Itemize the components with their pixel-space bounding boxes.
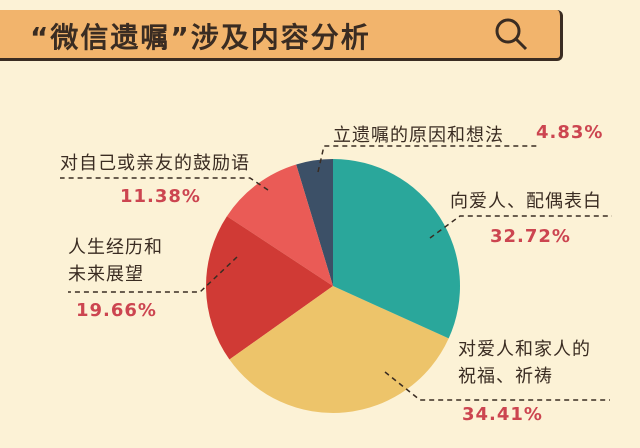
pie-slice (229, 286, 449, 414)
pie-slice (205, 216, 333, 360)
value-label: 34.41% (462, 404, 543, 425)
slice-label: 对自己或亲友的鼓励语 (60, 153, 250, 174)
pie-slice (296, 159, 333, 286)
title-banner (0, 10, 563, 61)
slice-label: 向爱人、配偶表白 (450, 191, 602, 212)
value-label: 19.66% (76, 300, 157, 321)
search-icon (495, 18, 528, 51)
value-label: 32.72% (490, 226, 571, 247)
value-label: 11.38% (120, 186, 201, 207)
pie-slice (333, 159, 460, 339)
pie-slice (226, 164, 333, 286)
value-label: 4.83% (536, 122, 604, 143)
slice-label: 人生经历和 未来展望 (68, 237, 163, 285)
slice-label: 对爱人和家人的 祝福、祈祷 (458, 339, 591, 387)
slice-label: 立遗嘱的原因和想法 (333, 125, 504, 146)
leader-lines (60, 145, 612, 401)
chart-title: “微信遗嘱”涉及内容分析 (30, 21, 371, 54)
